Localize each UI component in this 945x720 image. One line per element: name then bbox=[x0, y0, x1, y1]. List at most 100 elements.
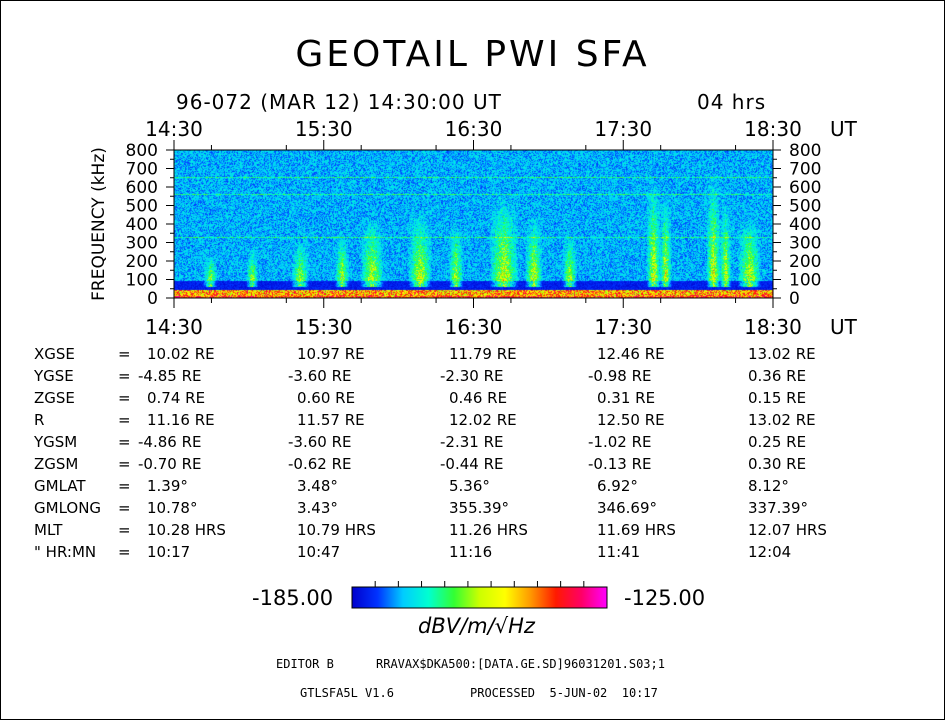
colorbar-max-label: -125.00 bbox=[624, 586, 706, 610]
x-tick-label-top: 16:30 bbox=[445, 117, 503, 141]
orbit-value: -0.44 RE bbox=[440, 455, 504, 473]
orbit-value: 5.36° bbox=[449, 477, 490, 495]
orbit-value: 10:47 bbox=[297, 543, 341, 561]
x-unit-label-bottom: UT bbox=[830, 315, 858, 339]
orbit-value: 0.74 RE bbox=[147, 389, 206, 407]
orbit-row-equals: = bbox=[118, 543, 131, 561]
orbit-value: -1.02 RE bbox=[588, 433, 652, 451]
orbit-value: 12.02 RE bbox=[449, 411, 517, 429]
x-tick-label-bottom: 15:30 bbox=[295, 315, 353, 339]
orbit-value: 0.25 RE bbox=[748, 433, 807, 451]
y-tick-label-left: 600 bbox=[126, 178, 158, 198]
processed-date: PROCESSED 5-JUN-02 10:17 bbox=[470, 686, 658, 700]
y-tick-label-right: 200 bbox=[789, 252, 821, 272]
orbit-value: -3.60 RE bbox=[288, 367, 352, 385]
y-tick-label-right: 400 bbox=[789, 215, 821, 235]
y-axis-label: FREQUENCY (kHz) bbox=[89, 147, 109, 301]
orbit-value: -0.98 RE bbox=[588, 367, 652, 385]
orbit-value: -2.31 RE bbox=[440, 433, 504, 451]
x-tick-label-top: 15:30 bbox=[295, 117, 353, 141]
orbit-value: -3.60 RE bbox=[288, 433, 352, 451]
orbit-row-equals: = bbox=[118, 455, 131, 473]
date-line: 96-072 (MAR 12) 14:30:00 UT bbox=[176, 90, 502, 114]
orbit-value: -0.13 RE bbox=[588, 455, 652, 473]
orbit-row-equals: = bbox=[118, 389, 131, 407]
orbit-value: 13.02 RE bbox=[748, 411, 816, 429]
orbit-row-equals: = bbox=[118, 345, 131, 363]
orbit-value: 337.39° bbox=[748, 499, 808, 517]
orbit-row-equals: = bbox=[118, 433, 131, 451]
y-tick-label-right: 300 bbox=[789, 234, 821, 254]
orbit-value: 11.69 HRS bbox=[597, 521, 676, 539]
orbit-value: 0.15 RE bbox=[748, 389, 807, 407]
editor-label: EDITOR B bbox=[276, 657, 334, 671]
orbit-value: 12.50 RE bbox=[597, 411, 665, 429]
orbit-value: 8.12° bbox=[748, 477, 789, 495]
orbit-value: 12:04 bbox=[748, 543, 792, 561]
orbit-value: 10.78° bbox=[147, 499, 198, 517]
y-tick-label-left: 100 bbox=[126, 271, 158, 291]
orbit-value: 11.79 RE bbox=[449, 345, 517, 363]
orbit-value: 10.79 HRS bbox=[297, 521, 376, 539]
x-tick-label-bottom: 14:30 bbox=[145, 315, 203, 339]
orbit-value: 11.26 HRS bbox=[449, 521, 528, 539]
orbit-row-label: ZGSM bbox=[34, 455, 79, 473]
orbit-row-label: MLT bbox=[34, 521, 63, 539]
orbit-row-equals: = bbox=[118, 499, 131, 517]
orbit-row-label: R bbox=[34, 411, 45, 429]
x-tick-label-top: 17:30 bbox=[594, 117, 652, 141]
y-tick-label-left: 0 bbox=[147, 289, 158, 309]
x-tick-label-bottom: 16:30 bbox=[445, 315, 503, 339]
y-tick-label-left: 700 bbox=[126, 160, 158, 180]
orbit-value: 11.57 RE bbox=[297, 411, 365, 429]
orbit-value: 0.36 RE bbox=[748, 367, 807, 385]
y-tick-label-right: 600 bbox=[789, 178, 821, 198]
orbit-value: 10.97 RE bbox=[297, 345, 365, 363]
orbit-value: 10.02 RE bbox=[147, 345, 215, 363]
orbit-value: 12.46 RE bbox=[597, 345, 665, 363]
x-unit-label-top: UT bbox=[830, 117, 858, 141]
orbit-value: 10:17 bbox=[147, 543, 191, 561]
y-tick-label-right: 500 bbox=[789, 197, 821, 217]
colorbar-min-label: -185.00 bbox=[252, 586, 334, 610]
orbit-row-label: " HR:MN bbox=[34, 543, 97, 561]
program-version: GTLSFA5L V1.6 bbox=[300, 686, 394, 700]
orbit-value: -4.86 RE bbox=[138, 433, 202, 451]
x-tick-label-bottom: 18:30 bbox=[744, 315, 802, 339]
orbit-value: 355.39° bbox=[449, 499, 509, 517]
y-tick-label-left: 400 bbox=[126, 215, 158, 235]
y-tick-label-left: 200 bbox=[126, 252, 158, 272]
orbit-value: -4.85 RE bbox=[138, 367, 202, 385]
orbit-row-label: YGSM bbox=[34, 433, 78, 451]
orbit-value: 10.28 HRS bbox=[147, 521, 226, 539]
orbit-value: 0.46 RE bbox=[449, 389, 508, 407]
orbit-value: 3.48° bbox=[297, 477, 338, 495]
orbit-row-equals: = bbox=[118, 411, 131, 429]
orbit-value: 13.02 RE bbox=[748, 345, 816, 363]
orbit-value: -0.62 RE bbox=[288, 455, 352, 473]
orbit-value: 0.60 RE bbox=[297, 389, 356, 407]
orbit-value: -2.30 RE bbox=[440, 367, 504, 385]
y-tick-label-right: 0 bbox=[789, 289, 800, 309]
x-tick-label-top: 18:30 bbox=[744, 117, 802, 141]
orbit-value: 0.30 RE bbox=[748, 455, 807, 473]
duration-label: 04 hrs bbox=[697, 90, 767, 114]
orbit-value: 12.07 HRS bbox=[748, 521, 827, 539]
orbit-value: 3.43° bbox=[297, 499, 338, 517]
orbit-value: 0.31 RE bbox=[597, 389, 656, 407]
colorbar-unit: dBV/m/√Hz bbox=[418, 614, 535, 638]
orbit-row-equals: = bbox=[118, 367, 131, 385]
file-path: RRAVAX$DKA500:[DATA.GE.SD]96031201.S03;1 bbox=[376, 657, 665, 671]
orbit-row-equals: = bbox=[118, 521, 131, 539]
orbit-row-label: GMLAT bbox=[34, 477, 86, 495]
orbit-value: 346.69° bbox=[597, 499, 657, 517]
orbit-row-equals: = bbox=[118, 477, 131, 495]
orbit-row-label: XGSE bbox=[34, 345, 75, 363]
y-tick-label-right: 800 bbox=[789, 141, 821, 161]
y-tick-label-left: 800 bbox=[126, 141, 158, 161]
orbit-value: 11:16 bbox=[449, 543, 493, 561]
orbit-value: 6.92° bbox=[597, 477, 638, 495]
orbit-row-label: YGSE bbox=[34, 367, 74, 385]
colorbar bbox=[351, 586, 608, 609]
